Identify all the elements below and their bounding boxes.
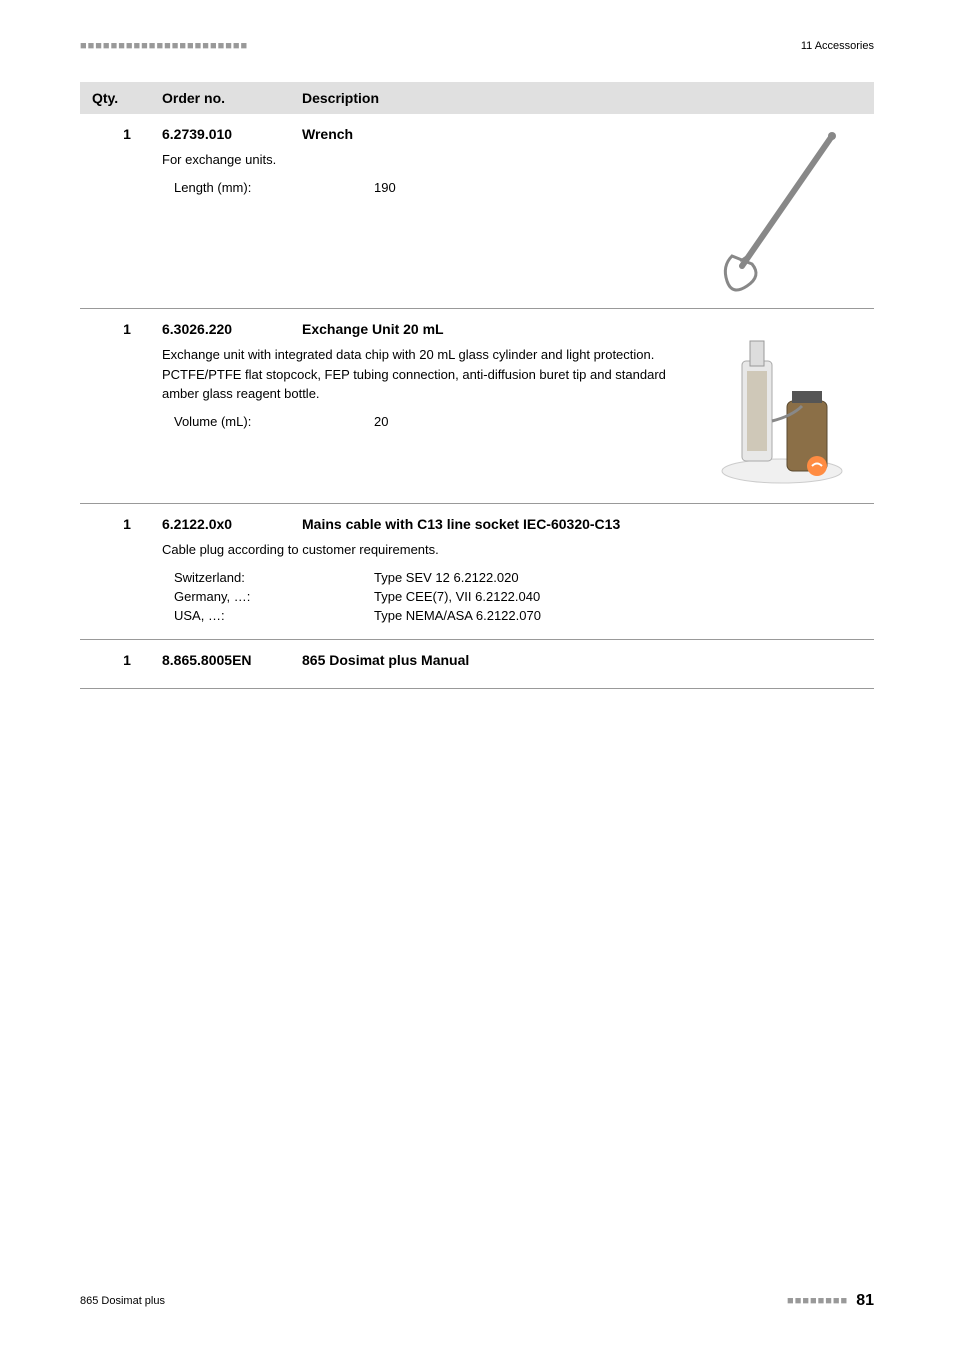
- qty-cell: 1: [92, 652, 162, 668]
- order-no-cell: 6.2122.0x0: [162, 516, 302, 540]
- desc-content: 8.865.8005EN 865 Dosimat plus Manual: [162, 652, 862, 676]
- spec-row: Germany, …: Type CEE(7), VII 6.2122.040: [162, 589, 862, 604]
- table-header: Qty. Order no. Description: [80, 82, 874, 114]
- table-row: 1 6.2739.010 Wrench For exchange units. …: [80, 114, 874, 309]
- footer-product: 865 Dosimat plus: [80, 1295, 165, 1307]
- table-row: 1 6.2122.0x0 Mains cable with C13 line s…: [80, 504, 874, 640]
- spec-label: Length (mm):: [174, 180, 374, 195]
- order-no-cell: 8.865.8005EN: [162, 652, 302, 676]
- image-cell: [702, 321, 862, 491]
- spec-row: Switzerland: Type SEV 12 6.2122.020: [162, 570, 862, 585]
- section-label: 11 Accessories: [801, 40, 874, 52]
- qty-cell: 1: [92, 516, 162, 532]
- spec-row: Volume (mL): 20: [162, 414, 702, 429]
- footer-right: ■■■■■■■■ 81: [787, 1292, 874, 1310]
- order-no-cell: 6.3026.220: [162, 321, 302, 345]
- col-order-no: Order no.: [162, 90, 302, 106]
- desc-title: 865 Dosimat plus Manual: [302, 652, 862, 668]
- footer-dashes: ■■■■■■■■: [787, 1295, 848, 1307]
- header-dashes: ■■■■■■■■■■■■■■■■■■■■■■: [80, 40, 248, 52]
- desc-body: For exchange units.: [162, 150, 702, 170]
- spec-label: Germany, …:: [174, 589, 374, 604]
- spec-label: Volume (mL):: [174, 414, 374, 429]
- desc-content: 6.2739.010 Wrench For exchange units. Le…: [162, 126, 702, 199]
- image-cell: [702, 126, 862, 296]
- desc-body: Exchange unit with integrated data chip …: [162, 345, 702, 404]
- spec-row: USA, …: Type NEMA/ASA 6.2122.070: [162, 608, 862, 623]
- desc-title: Wrench: [302, 126, 702, 142]
- desc-content: 6.2122.0x0 Mains cable with C13 line soc…: [162, 516, 862, 627]
- spec-value: Type SEV 12 6.2122.020: [374, 570, 862, 585]
- spec-value: Type CEE(7), VII 6.2122.040: [374, 589, 862, 604]
- exchange-unit-icon: [712, 321, 852, 491]
- top-bar: ■■■■■■■■■■■■■■■■■■■■■■ 11 Accessories: [80, 40, 874, 52]
- table-row: 1 8.865.8005EN 865 Dosimat plus Manual: [80, 640, 874, 689]
- desc-content: 6.3026.220 Exchange Unit 20 mL Exchange …: [162, 321, 702, 433]
- col-qty: Qty.: [92, 90, 162, 106]
- qty-cell: 1: [92, 321, 162, 337]
- footer: 865 Dosimat plus ■■■■■■■■ 81: [80, 1292, 874, 1310]
- page-number: 81: [856, 1292, 874, 1310]
- table-row: 1 6.3026.220 Exchange Unit 20 mL Exchang…: [80, 309, 874, 504]
- spec-value: 190: [374, 180, 702, 195]
- qty-cell: 1: [92, 126, 162, 142]
- spec-label: USA, …:: [174, 608, 374, 623]
- desc-title: Mains cable with C13 line socket IEC-603…: [302, 516, 862, 532]
- desc-title: Exchange Unit 20 mL: [302, 321, 702, 337]
- col-description: Description: [302, 90, 862, 106]
- desc-body: Cable plug according to customer require…: [162, 540, 862, 560]
- spec-value: Type NEMA/ASA 6.2122.070: [374, 608, 862, 623]
- wrench-icon: [712, 126, 852, 296]
- spec-label: Switzerland:: [174, 570, 374, 585]
- spec-row: Length (mm): 190: [162, 180, 702, 195]
- spec-value: 20: [374, 414, 702, 429]
- order-no-cell: 6.2739.010: [162, 126, 302, 150]
